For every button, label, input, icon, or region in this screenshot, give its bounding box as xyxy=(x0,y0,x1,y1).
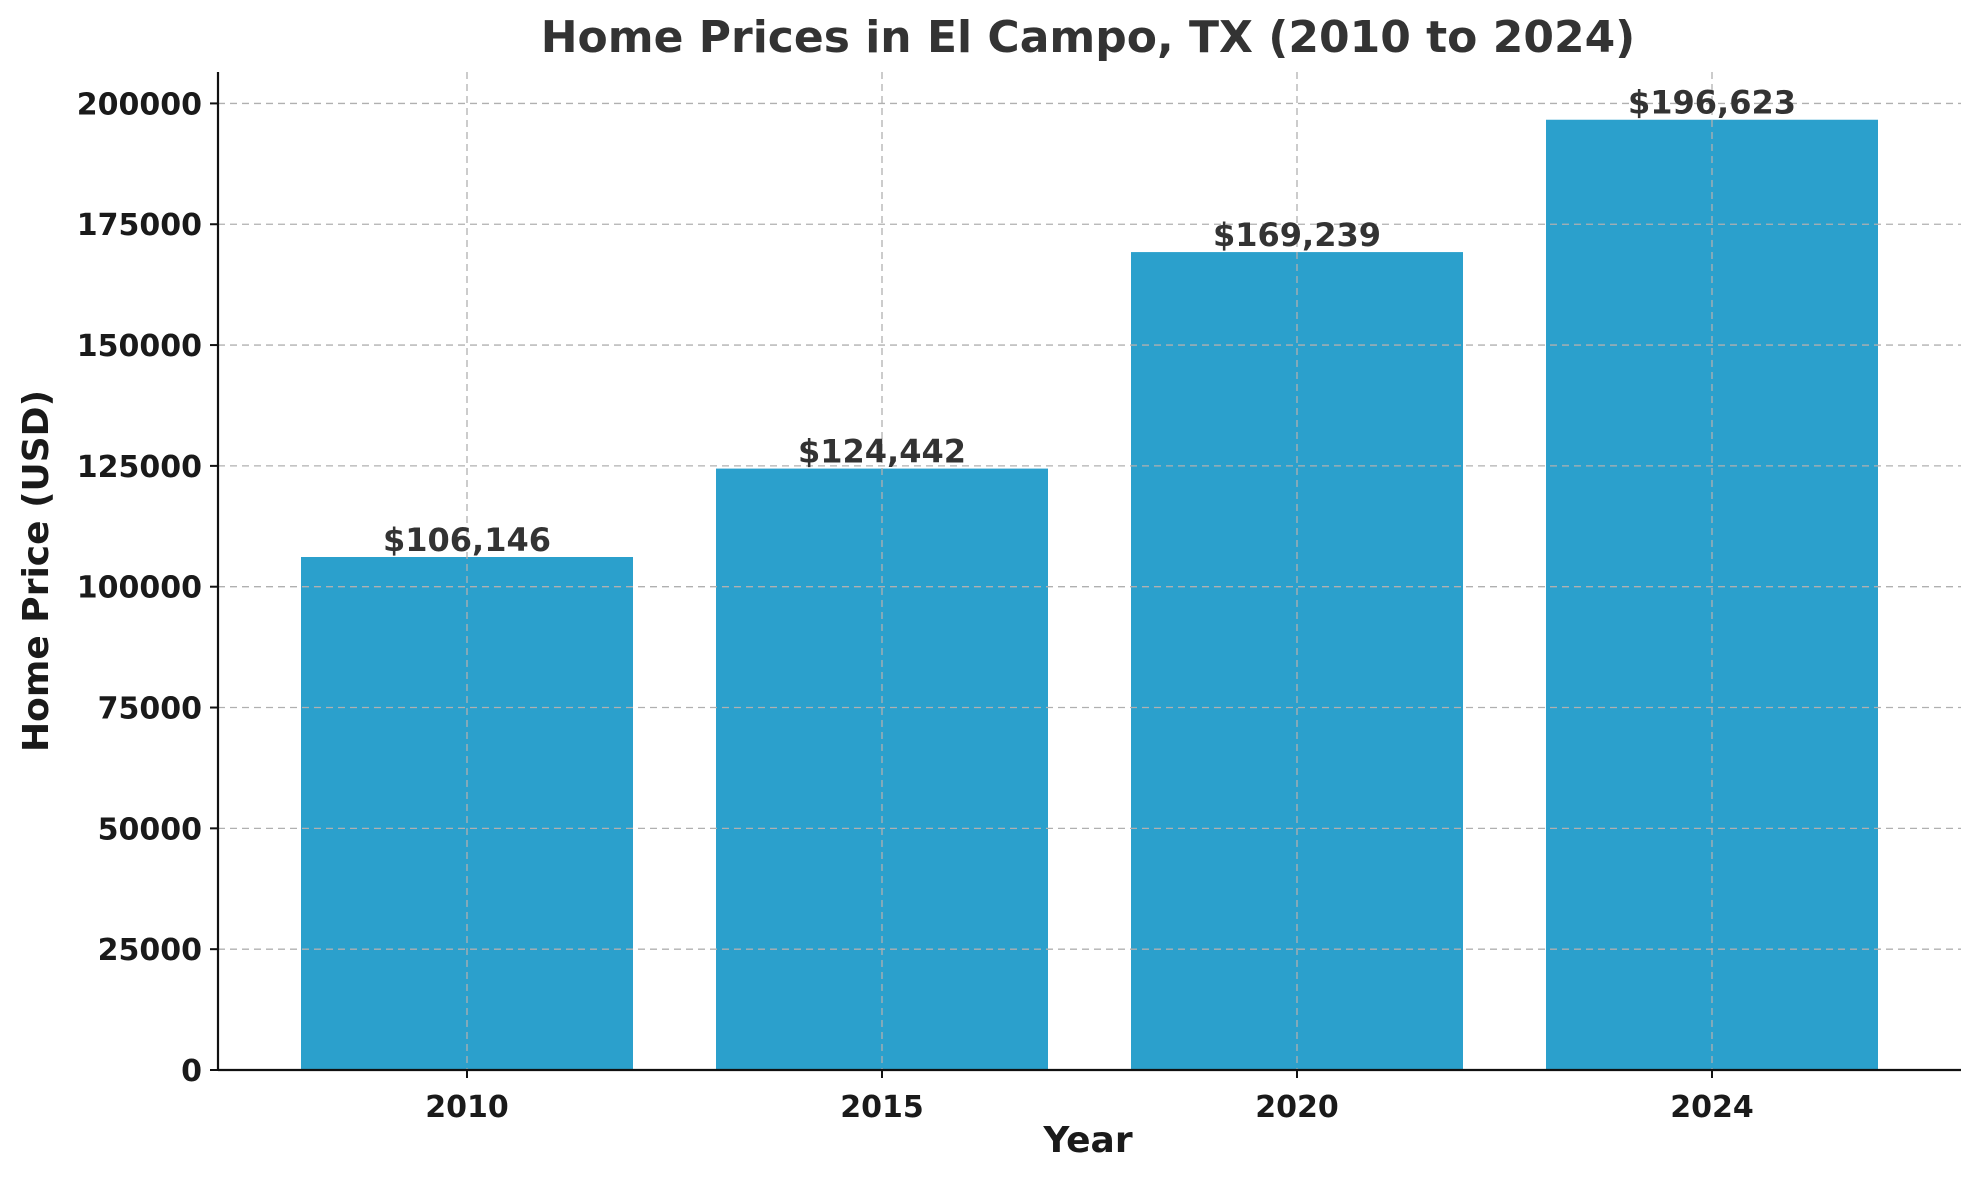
grid-lines xyxy=(218,72,1961,1071)
y-tick-label: 25000 xyxy=(98,933,202,968)
y-tick-label: 125000 xyxy=(77,450,202,485)
y-tick-label: 175000 xyxy=(77,208,202,243)
x-tick-label: 2020 xyxy=(1255,1090,1339,1125)
y-axis-label: Home Price (USD) xyxy=(16,390,57,752)
y-tick-label: 200000 xyxy=(77,87,202,122)
x-tick-label: 2024 xyxy=(1670,1090,1754,1125)
bars xyxy=(301,119,1878,1070)
axes xyxy=(216,72,1961,1072)
data-labels: $106,146 $124,442 $169,239 $196,623 xyxy=(383,84,1796,559)
x-tick-label: 2015 xyxy=(840,1090,924,1125)
data-label: $196,623 xyxy=(1628,84,1796,122)
y-tick-label: 75000 xyxy=(98,692,202,727)
data-label: $106,146 xyxy=(383,521,551,559)
chart-title: Home Prices in El Campo, TX (2010 to 202… xyxy=(541,12,1636,63)
x-tick-label: 2010 xyxy=(425,1090,509,1125)
x-axis-label: Year xyxy=(1042,1120,1132,1161)
data-label: $124,442 xyxy=(798,433,966,471)
data-label: $169,239 xyxy=(1213,216,1381,254)
ticks: 0 25000 50000 75000 100000 125000 150000 175000… xyxy=(77,87,1754,1125)
y-tick-label: 100000 xyxy=(77,571,202,606)
y-tick-label: 150000 xyxy=(77,329,202,364)
bar-2010 xyxy=(301,557,633,1070)
y-tick-label: 0 xyxy=(181,1054,202,1089)
y-tick-label: 50000 xyxy=(98,812,202,847)
